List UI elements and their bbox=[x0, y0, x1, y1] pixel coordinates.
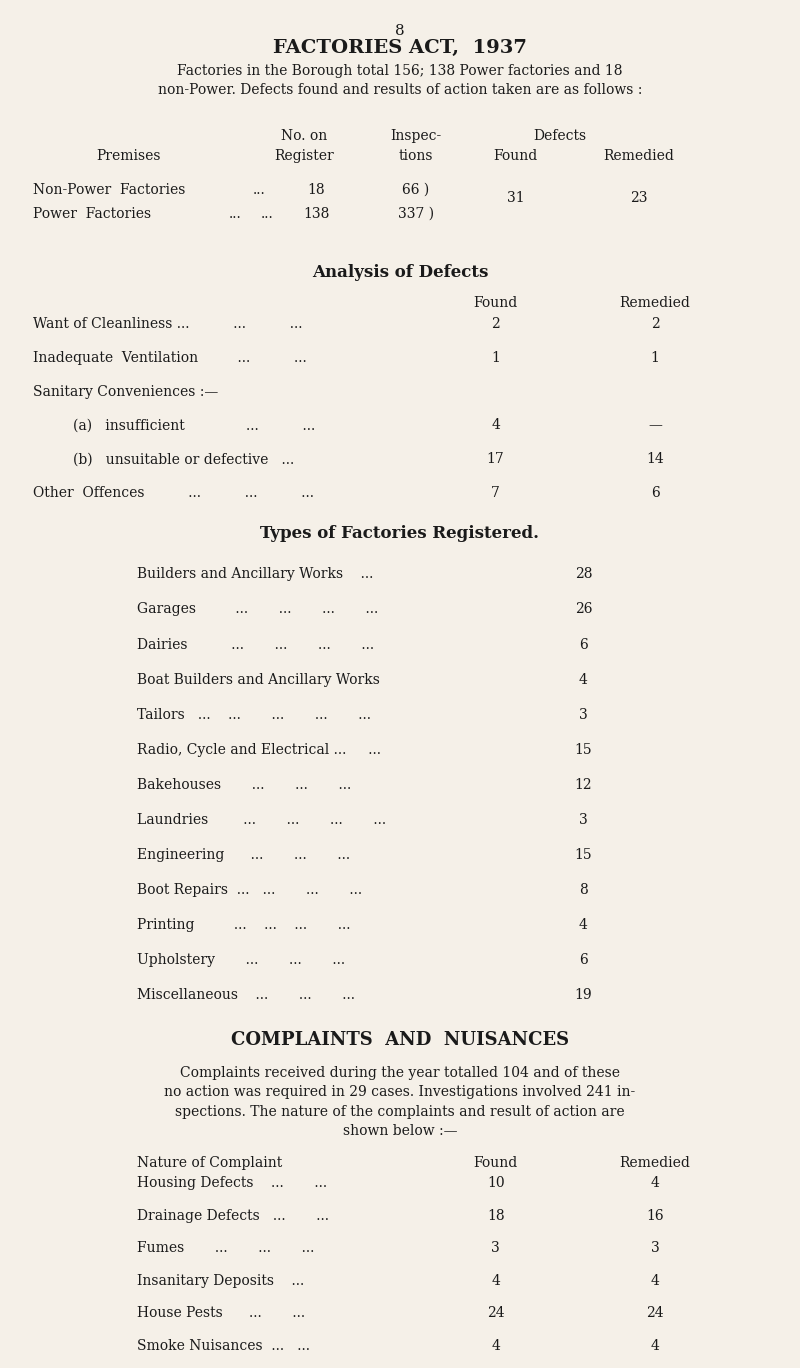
Text: 26: 26 bbox=[574, 602, 592, 617]
Text: Boot Repairs  ...   ...       ...       ...: Boot Repairs ... ... ... ... bbox=[137, 882, 362, 897]
Text: 4: 4 bbox=[650, 1274, 659, 1287]
Text: 1: 1 bbox=[650, 350, 659, 365]
Text: Inspec-: Inspec- bbox=[390, 129, 442, 144]
Text: Power  Factories: Power Factories bbox=[34, 207, 151, 220]
Text: Housing Defects    ...       ...: Housing Defects ... ... bbox=[137, 1176, 327, 1190]
Text: 8: 8 bbox=[395, 23, 405, 38]
Text: (b)   unsuitable or defective   ...: (b) unsuitable or defective ... bbox=[73, 453, 294, 466]
Text: 3: 3 bbox=[650, 1241, 659, 1254]
Text: Defects: Defects bbox=[533, 129, 586, 144]
Text: ...: ... bbox=[253, 183, 266, 197]
Text: 15: 15 bbox=[574, 743, 592, 757]
Text: Printing         ...    ...    ...       ...: Printing ... ... ... ... bbox=[137, 918, 350, 932]
Text: 17: 17 bbox=[486, 453, 505, 466]
Text: Smoke Nuisances  ...   ...: Smoke Nuisances ... ... bbox=[137, 1339, 310, 1353]
Text: House Pests      ...       ...: House Pests ... ... bbox=[137, 1306, 305, 1320]
Text: ...: ... bbox=[261, 207, 274, 220]
Text: Remedied: Remedied bbox=[620, 1156, 690, 1170]
Text: 6: 6 bbox=[650, 486, 659, 499]
Text: Analysis of Defects: Analysis of Defects bbox=[312, 264, 488, 282]
Text: 2: 2 bbox=[491, 317, 500, 331]
Text: Remedied: Remedied bbox=[604, 149, 674, 163]
Text: 14: 14 bbox=[646, 453, 664, 466]
Text: Non-Power  Factories: Non-Power Factories bbox=[34, 183, 186, 197]
Text: 2: 2 bbox=[650, 317, 659, 331]
Text: Garages         ...       ...       ...       ...: Garages ... ... ... ... bbox=[137, 602, 378, 617]
Text: Engineering      ...       ...       ...: Engineering ... ... ... bbox=[137, 848, 350, 862]
Text: 3: 3 bbox=[579, 813, 588, 826]
Text: 4: 4 bbox=[579, 673, 588, 687]
Text: Want of Cleanliness ...          ...          ...: Want of Cleanliness ... ... ... bbox=[34, 317, 302, 331]
Text: —: — bbox=[648, 419, 662, 432]
Text: Types of Factories Registered.: Types of Factories Registered. bbox=[261, 525, 539, 542]
Text: 4: 4 bbox=[650, 1339, 659, 1353]
Text: 10: 10 bbox=[487, 1176, 505, 1190]
Text: 4: 4 bbox=[650, 1176, 659, 1190]
Text: Insanitary Deposits    ...: Insanitary Deposits ... bbox=[137, 1274, 304, 1287]
Text: 28: 28 bbox=[574, 568, 592, 581]
Text: 18: 18 bbox=[307, 183, 325, 197]
Text: tions: tions bbox=[398, 149, 433, 163]
Text: Inadequate  Ventilation         ...          ...: Inadequate Ventilation ... ... bbox=[34, 350, 307, 365]
Text: 19: 19 bbox=[574, 988, 592, 1003]
Text: 16: 16 bbox=[646, 1208, 664, 1223]
Text: Found: Found bbox=[474, 295, 518, 309]
Text: 18: 18 bbox=[487, 1208, 505, 1223]
Text: Premises: Premises bbox=[97, 149, 161, 163]
Text: 3: 3 bbox=[579, 707, 588, 722]
Text: 4: 4 bbox=[491, 419, 500, 432]
Text: 6: 6 bbox=[579, 637, 588, 651]
Text: 8: 8 bbox=[579, 882, 588, 897]
Text: Tailors   ...    ...       ...       ...       ...: Tailors ... ... ... ... ... bbox=[137, 707, 371, 722]
Text: Nature of Complaint: Nature of Complaint bbox=[137, 1156, 282, 1170]
Text: 66 ): 66 ) bbox=[402, 183, 430, 197]
Text: Found: Found bbox=[474, 1156, 518, 1170]
Text: Dairies          ...       ...       ...       ...: Dairies ... ... ... ... bbox=[137, 637, 374, 651]
Text: COMPLAINTS  AND  NUISANCES: COMPLAINTS AND NUISANCES bbox=[231, 1030, 569, 1049]
Text: Radio, Cycle and Electrical ...     ...: Radio, Cycle and Electrical ... ... bbox=[137, 743, 381, 757]
Text: ...: ... bbox=[229, 207, 242, 220]
Text: Factories in the Borough total 156; 138 Power factories and 18
non-Power. Defect: Factories in the Borough total 156; 138 … bbox=[158, 64, 642, 97]
Text: Sanitary Conveniences :—: Sanitary Conveniences :— bbox=[34, 384, 218, 398]
Text: 4: 4 bbox=[491, 1339, 500, 1353]
Text: Laundries        ...       ...       ...       ...: Laundries ... ... ... ... bbox=[137, 813, 386, 826]
Text: Register: Register bbox=[274, 149, 334, 163]
Text: 337 ): 337 ) bbox=[398, 207, 434, 220]
Text: 4: 4 bbox=[579, 918, 588, 932]
Text: 6: 6 bbox=[579, 953, 588, 967]
Text: Builders and Ancillary Works    ...: Builders and Ancillary Works ... bbox=[137, 568, 374, 581]
Text: No. on: No. on bbox=[282, 129, 327, 144]
Text: 24: 24 bbox=[487, 1306, 505, 1320]
Text: Miscellaneous    ...       ...       ...: Miscellaneous ... ... ... bbox=[137, 988, 355, 1003]
Text: Drainage Defects   ...       ...: Drainage Defects ... ... bbox=[137, 1208, 329, 1223]
Text: 15: 15 bbox=[574, 848, 592, 862]
Text: 7: 7 bbox=[491, 486, 500, 499]
Text: 138: 138 bbox=[303, 207, 330, 220]
Text: Remedied: Remedied bbox=[620, 295, 690, 309]
Text: FACTORIES ACT,  1937: FACTORIES ACT, 1937 bbox=[273, 38, 527, 57]
Text: 31: 31 bbox=[506, 192, 525, 205]
Text: Bakehouses       ...       ...       ...: Bakehouses ... ... ... bbox=[137, 778, 351, 792]
Text: 23: 23 bbox=[630, 192, 648, 205]
Text: 4: 4 bbox=[491, 1274, 500, 1287]
Text: 24: 24 bbox=[646, 1306, 664, 1320]
Text: Upholstery       ...       ...       ...: Upholstery ... ... ... bbox=[137, 953, 345, 967]
Text: Complaints received during the year totalled 104 and of these
no action was requ: Complaints received during the year tota… bbox=[164, 1066, 636, 1138]
Text: (a)   insufficient              ...          ...: (a) insufficient ... ... bbox=[73, 419, 315, 432]
Text: Fumes       ...       ...       ...: Fumes ... ... ... bbox=[137, 1241, 314, 1254]
Text: 3: 3 bbox=[491, 1241, 500, 1254]
Text: Boat Builders and Ancillary Works: Boat Builders and Ancillary Works bbox=[137, 673, 380, 687]
Text: 12: 12 bbox=[574, 778, 592, 792]
Text: Found: Found bbox=[494, 149, 538, 163]
Text: 1: 1 bbox=[491, 350, 500, 365]
Text: Other  Offences          ...          ...          ...: Other Offences ... ... ... bbox=[34, 486, 314, 499]
